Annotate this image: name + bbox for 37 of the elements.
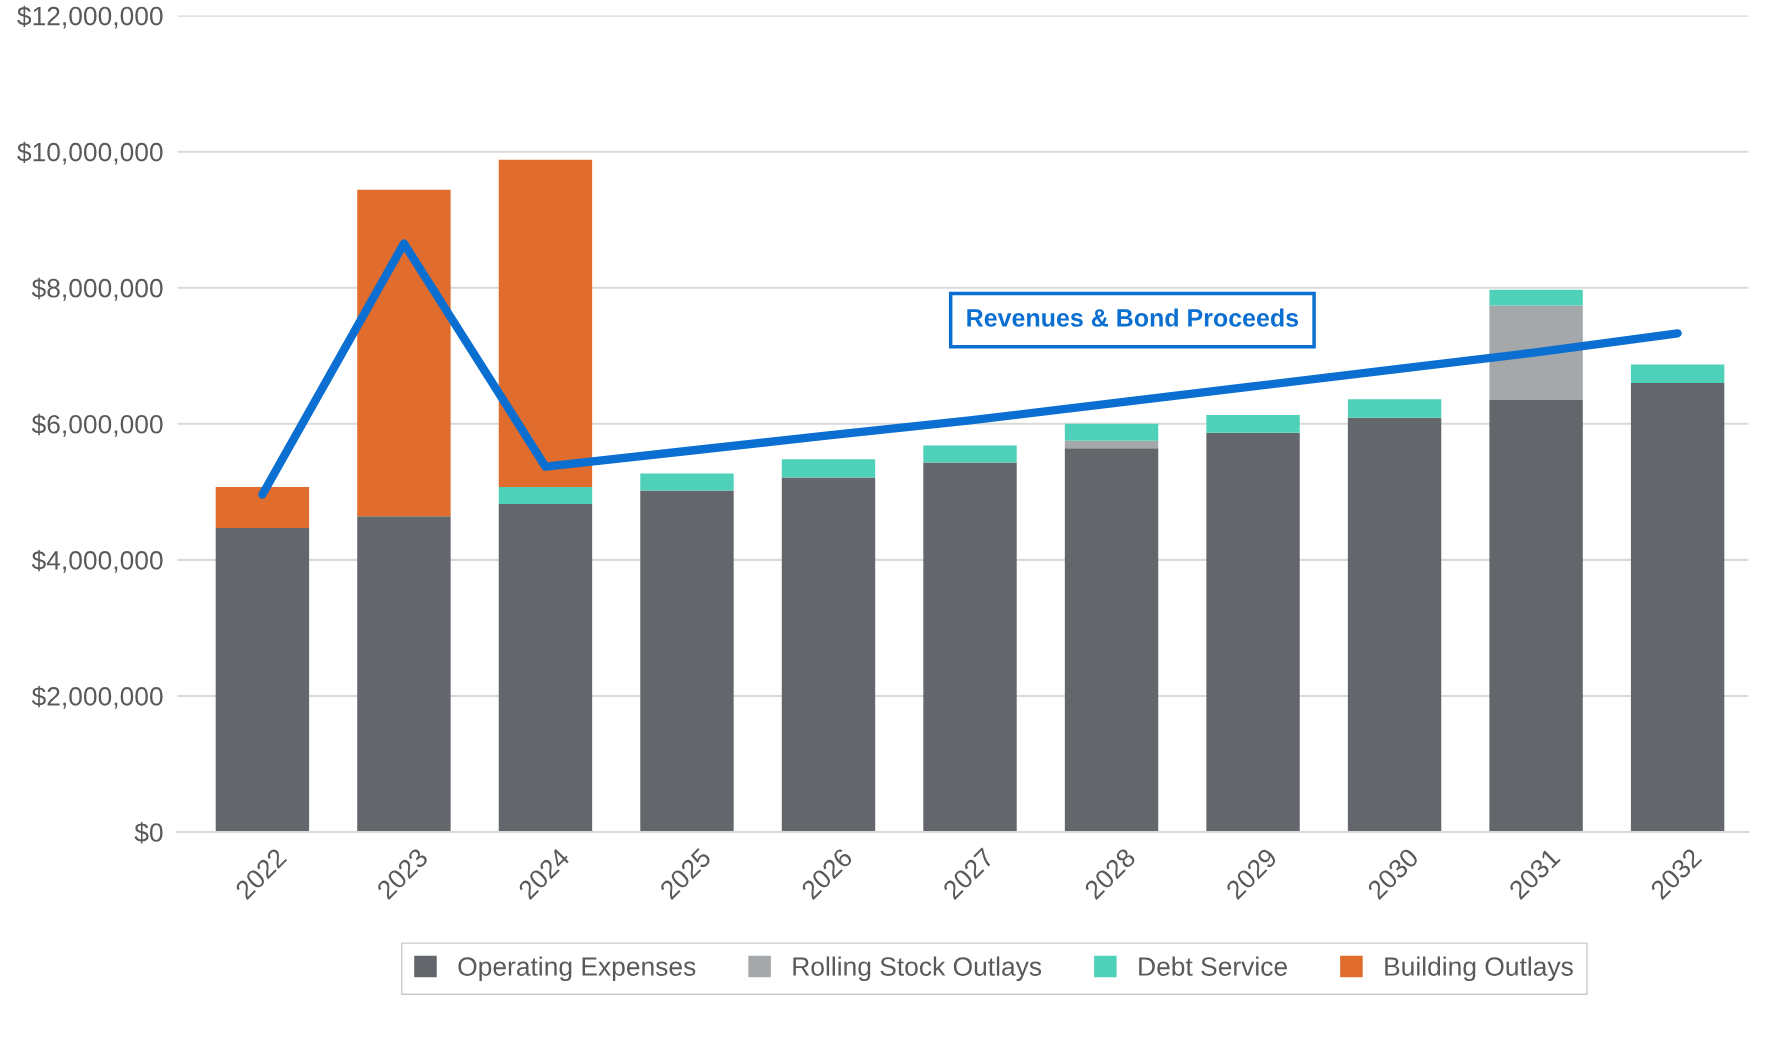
bar (781, 477, 876, 832)
bar (923, 462, 1017, 832)
bar (215, 527, 310, 832)
bar (498, 487, 593, 505)
text: Revenues & Bond Proceeds (967, 308, 1299, 327)
bar (1064, 448, 1159, 832)
bar (923, 445, 1017, 463)
legend-label: Operating Expenses (458, 956, 696, 982)
y-tick-label: $2,000,000 (31, 685, 163, 709)
bar (1064, 440, 1159, 449)
bar (1489, 305, 1583, 400)
bar (640, 473, 734, 491)
y-tick-label: $6,000,000 (31, 413, 163, 437)
bar (1630, 382, 1725, 832)
legend-label: Debt Service (1139, 956, 1287, 976)
legend-label: Rolling Stock Outlays (793, 956, 1042, 982)
bar (215, 487, 310, 528)
bar (640, 490, 734, 832)
bar (1347, 399, 1442, 418)
bar (1489, 289, 1583, 306)
bar (498, 159, 593, 488)
y-tick-label: $0 (134, 822, 163, 844)
bar (498, 504, 593, 832)
bar (1206, 432, 1300, 832)
bar (357, 189, 451, 517)
bar (1347, 417, 1442, 832)
bar (781, 459, 876, 478)
y-tick-label: $12,000,000 (17, 5, 163, 29)
y-tick-label: $4,000,000 (31, 549, 163, 573)
bar (1489, 399, 1583, 832)
y-tick-label: $10,000,000 (17, 141, 163, 165)
bar (1064, 423, 1159, 441)
y-tick-label: $8,000,000 (31, 277, 163, 301)
bar (1630, 364, 1725, 383)
legend-label: Building Outlays (1385, 956, 1573, 982)
bar (357, 516, 451, 832)
bar (1206, 414, 1300, 433)
